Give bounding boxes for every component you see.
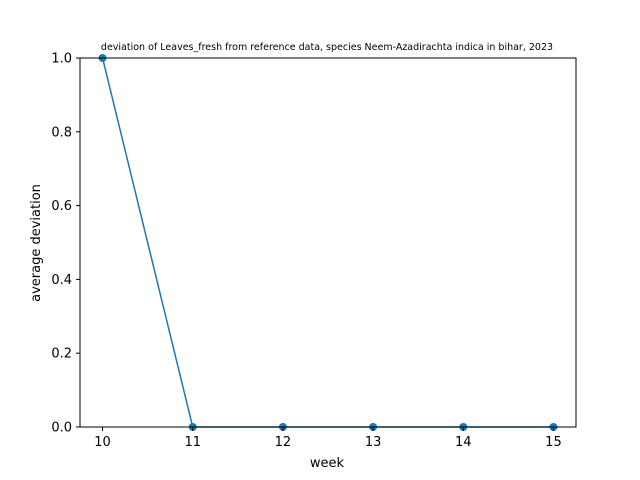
x-tick-label: 10	[94, 435, 111, 450]
y-tick-label: 0.6	[51, 199, 72, 214]
y-axis-label: average deviation	[29, 184, 44, 302]
y-tick-label: 0.8	[51, 125, 72, 140]
x-tick-label: 11	[184, 435, 201, 450]
y-tick-label: 0.2	[51, 347, 72, 362]
x-axis-label: week	[310, 456, 345, 471]
x-tick-label: 13	[365, 435, 382, 450]
plot-frame	[79, 57, 577, 428]
y-axis: 0.0 0.2 0.4 0.6 0.8 1.0	[51, 52, 80, 436]
x-tick-label: 14	[455, 435, 472, 450]
series-line	[101, 57, 554, 428]
plot-area	[79, 54, 577, 431]
x-tick-label: 12	[275, 435, 292, 450]
y-tick-label: 1.0	[51, 52, 72, 67]
y-tick-label: 0.0	[51, 421, 72, 436]
x-tick-label: 15	[545, 435, 562, 450]
y-tick-label: 0.4	[51, 273, 72, 288]
chart-title: deviation of Leaves_fresh from reference…	[101, 42, 553, 53]
x-axis: 10 11 12 13 14 15	[94, 427, 562, 450]
